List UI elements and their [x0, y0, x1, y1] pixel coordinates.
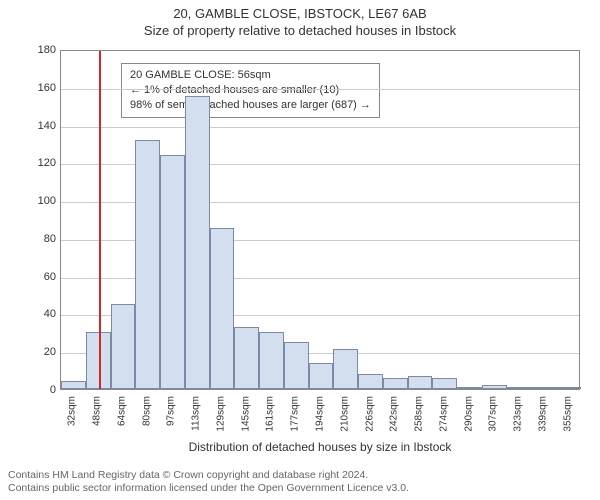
- y-tick-label: 100: [26, 195, 56, 207]
- x-tick-label: 113sqm: [191, 396, 202, 431]
- y-tick-label: 60: [26, 271, 56, 283]
- histogram-bar: [309, 363, 334, 389]
- histogram-bar: [507, 387, 532, 389]
- x-tick-label: 32sqm: [67, 396, 78, 426]
- x-tick-label: 290sqm: [463, 396, 474, 432]
- x-tick-label: 177sqm: [290, 396, 301, 432]
- x-tick-label: 64sqm: [116, 396, 127, 426]
- x-tick-label: 145sqm: [240, 396, 251, 432]
- y-tick-label: 40: [26, 308, 56, 320]
- histogram-bar: [160, 155, 185, 389]
- x-tick-label: 194sqm: [315, 396, 326, 432]
- plot-region: 20 GAMBLE CLOSE: 56sqm ← 1% of detached …: [60, 50, 580, 390]
- x-tick-label: 97sqm: [166, 396, 177, 426]
- histogram-bar: [358, 374, 383, 389]
- histogram-bar: [408, 376, 433, 389]
- marker-line: [99, 51, 101, 389]
- x-tick-label: 226sqm: [364, 396, 375, 432]
- x-tick-label: 129sqm: [215, 396, 226, 432]
- y-tick-label: 140: [26, 120, 56, 132]
- y-tick-label: 160: [26, 82, 56, 94]
- x-tick-label: 80sqm: [141, 396, 152, 426]
- y-tick-label: 0: [26, 384, 56, 396]
- y-tick-label: 180: [26, 44, 56, 56]
- histogram-bar: [284, 342, 309, 389]
- y-tick-label: 80: [26, 233, 56, 245]
- chart-area: Number of detached properties 20 GAMBLE …: [60, 50, 580, 430]
- histogram-bar: [556, 387, 581, 389]
- histogram-bar: [111, 304, 136, 389]
- x-axis-label: Distribution of detached houses by size …: [60, 440, 580, 454]
- histogram-bar: [259, 332, 284, 389]
- x-tick-label: 48sqm: [92, 396, 103, 426]
- x-tick-label: 242sqm: [389, 396, 400, 432]
- x-tick-label: 355sqm: [562, 396, 573, 432]
- histogram-bar: [135, 140, 160, 389]
- histogram-bar: [234, 327, 259, 389]
- x-tick-label: 339sqm: [537, 396, 548, 432]
- x-tick-label: 274sqm: [438, 396, 449, 432]
- histogram-bar: [185, 96, 210, 389]
- x-tick-label: 161sqm: [265, 396, 276, 432]
- gridline: [61, 127, 579, 128]
- histogram-bar: [333, 349, 358, 389]
- x-tick-label: 210sqm: [339, 396, 350, 432]
- histogram-bar: [457, 387, 482, 389]
- annotation-title: 20 GAMBLE CLOSE: 56sqm: [130, 68, 371, 83]
- x-tick-label: 258sqm: [414, 396, 425, 432]
- subtitle-line: Size of property relative to detached ho…: [0, 23, 600, 38]
- chart-header: 20, GAMBLE CLOSE, IBSTOCK, LE67 6AB Size…: [0, 0, 600, 38]
- histogram-bar: [61, 381, 86, 389]
- annotation-line2: 98% of semi-detached houses are larger (…: [130, 98, 371, 113]
- attribution-footer: Contains HM Land Registry data © Crown c…: [8, 469, 409, 496]
- annotation-box: 20 GAMBLE CLOSE: 56sqm ← 1% of detached …: [121, 63, 380, 118]
- x-tick-label: 307sqm: [488, 396, 499, 432]
- annotation-line1: ← 1% of detached houses are smaller (10): [130, 83, 371, 98]
- histogram-bar: [482, 385, 507, 389]
- x-tick-label: 323sqm: [513, 396, 524, 432]
- histogram-bar: [432, 378, 457, 389]
- histogram-bar: [531, 387, 556, 389]
- y-tick-label: 20: [26, 346, 56, 358]
- gridline: [61, 89, 579, 90]
- footer-line2: Contains public sector information licen…: [8, 482, 409, 496]
- y-tick-label: 120: [26, 157, 56, 169]
- address-line: 20, GAMBLE CLOSE, IBSTOCK, LE67 6AB: [0, 6, 600, 21]
- footer-line1: Contains HM Land Registry data © Crown c…: [8, 469, 409, 483]
- histogram-bar: [383, 378, 408, 389]
- histogram-bar: [210, 228, 235, 389]
